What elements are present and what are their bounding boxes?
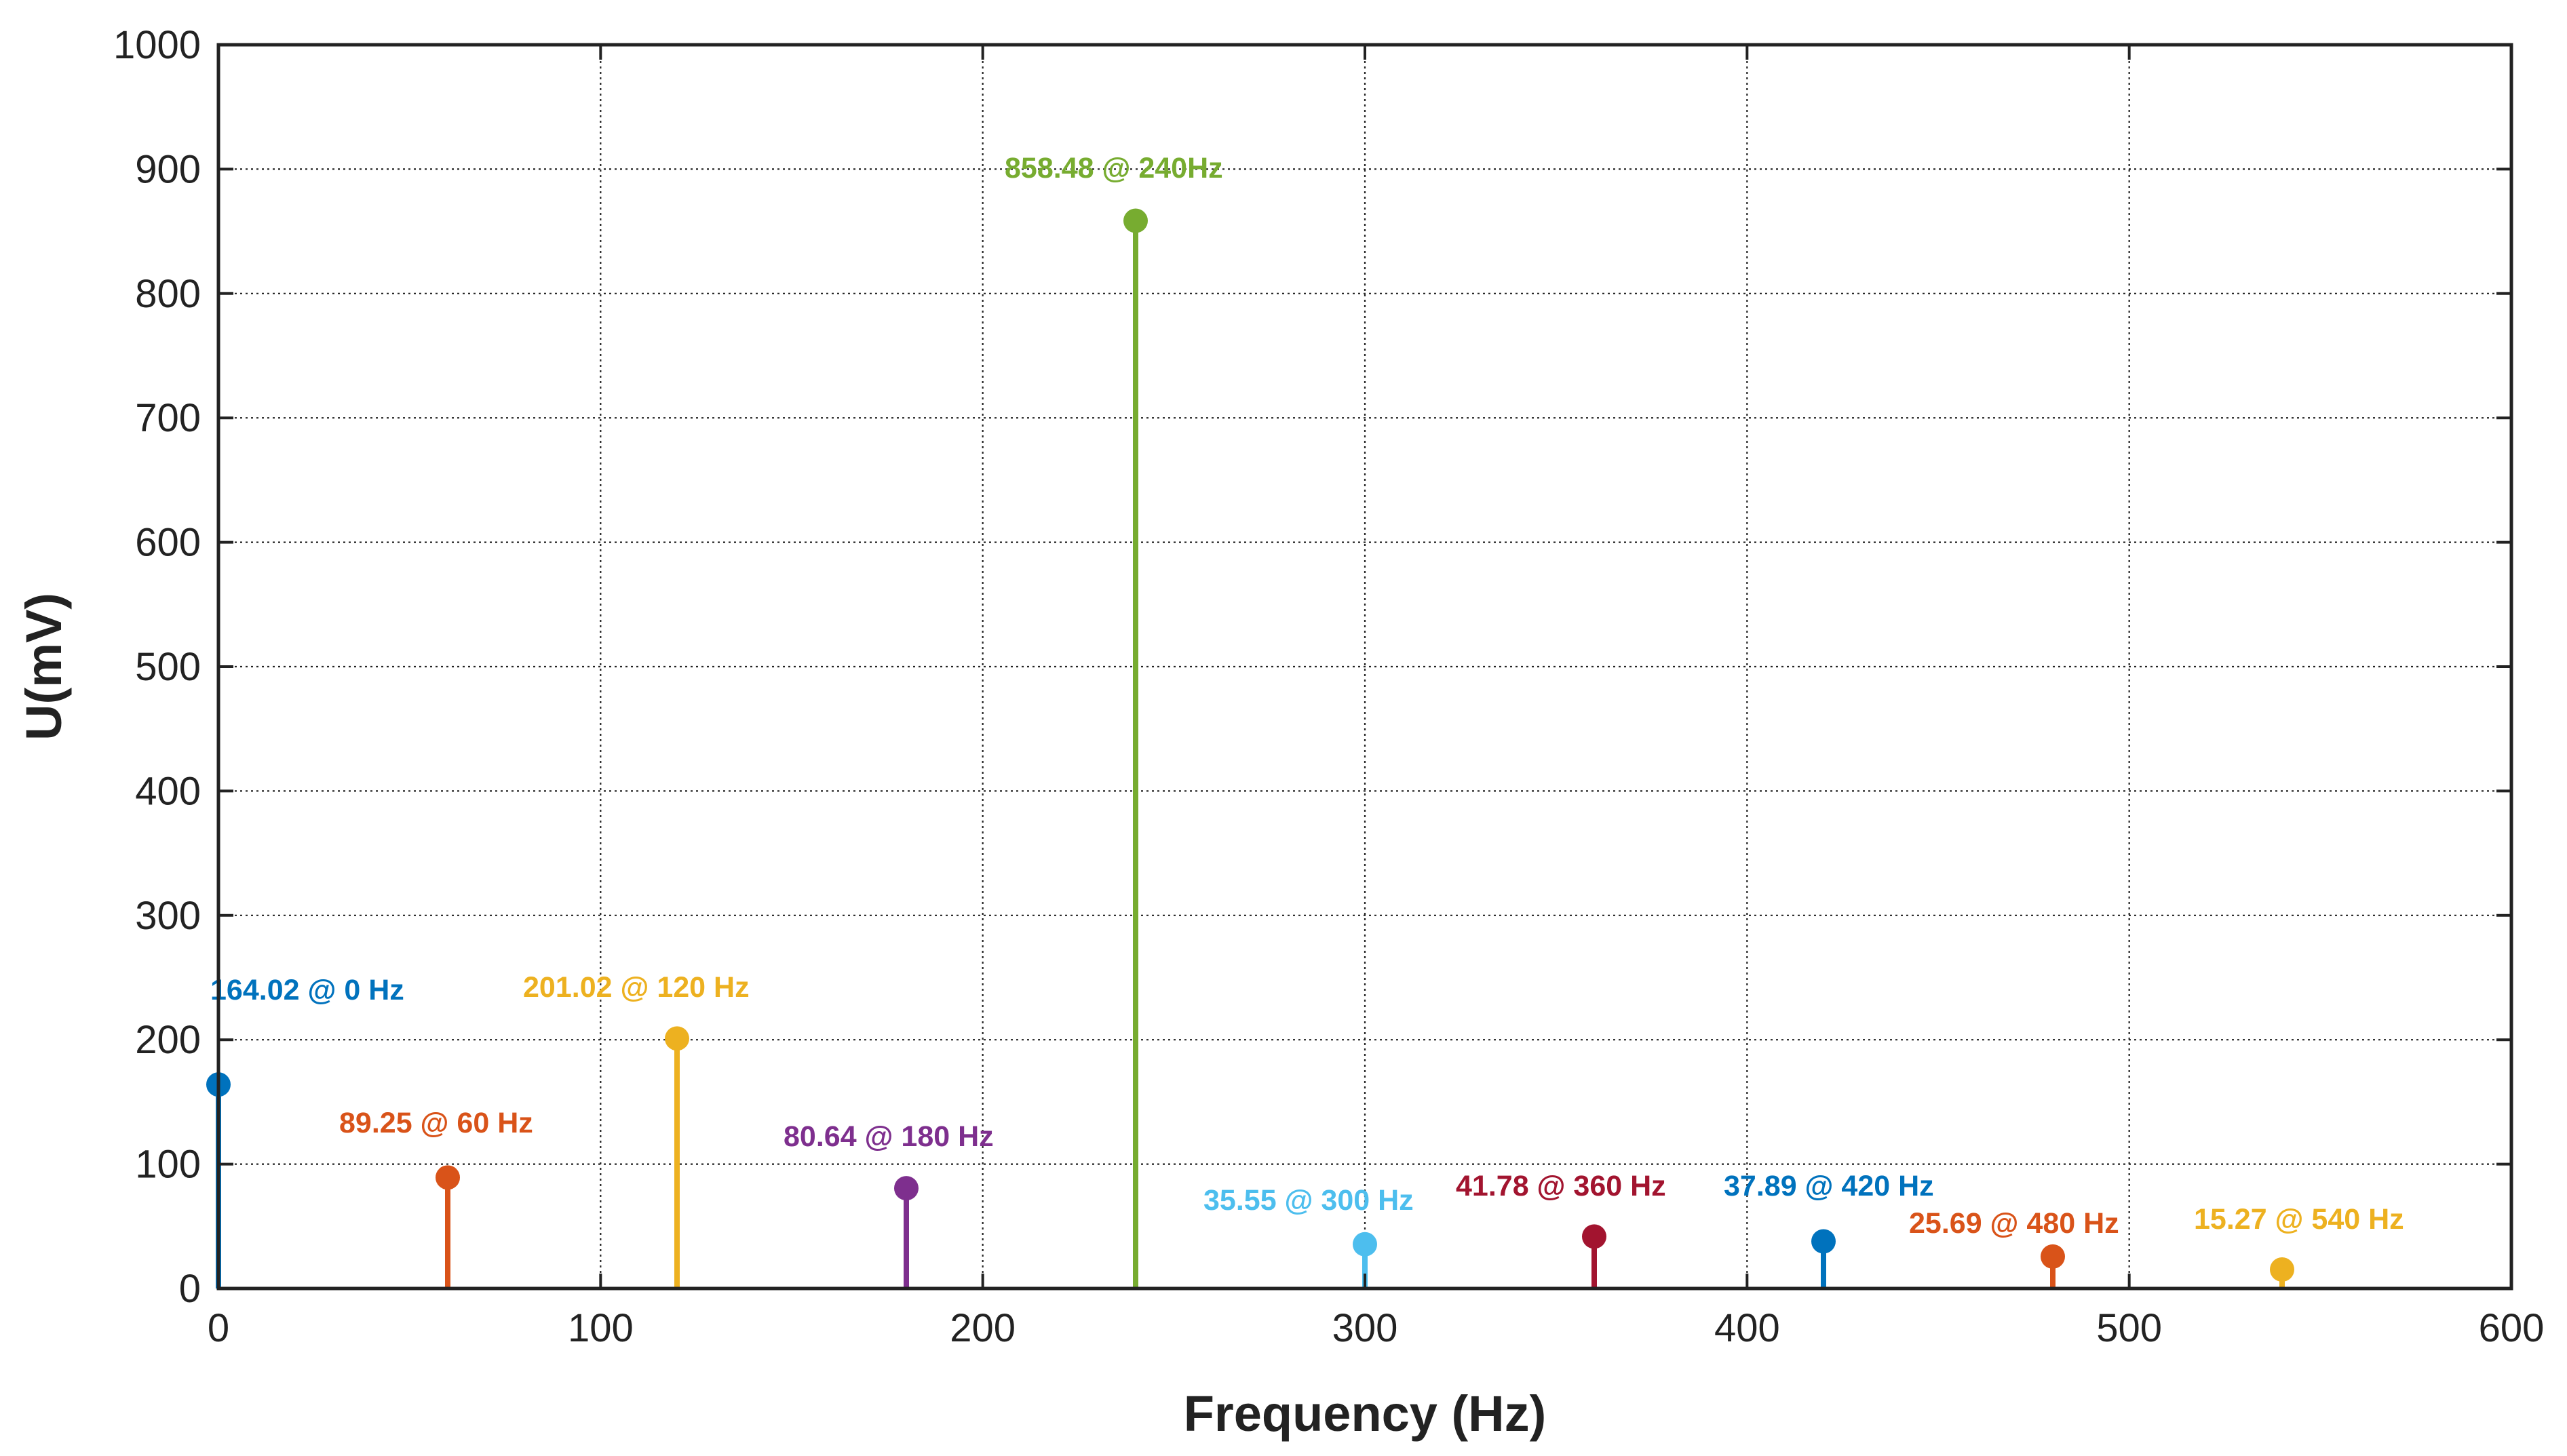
y-axis-title: U(mV) — [16, 593, 72, 741]
stem-marker — [2041, 1244, 2065, 1269]
y-tick-label: 200 — [135, 1018, 201, 1062]
stem-marker — [2270, 1257, 2294, 1282]
y-tick-label: 600 — [135, 521, 201, 565]
y-tick-label: 900 — [135, 147, 201, 191]
data-label: 858.48 @ 240Hz — [1005, 152, 1223, 184]
x-tick-labels: 0 100 200 300 400 500 600 — [208, 45, 2545, 1350]
data-label: 201.02 @ 120 Hz — [523, 971, 750, 1004]
y-tick-label: 700 — [135, 396, 201, 440]
x-tick-label: 100 — [568, 1306, 634, 1350]
data-label: 25.69 @ 480 Hz — [1909, 1207, 2119, 1240]
y-tick-label: 400 — [135, 769, 201, 813]
stem-marker — [1582, 1224, 1606, 1249]
y-tick-label: 100 — [135, 1143, 201, 1187]
data-label: 80.64 @ 180 Hz — [784, 1120, 994, 1153]
y-tick-label: 500 — [135, 645, 201, 689]
x-axis-title: Frequency (Hz) — [1184, 1385, 1547, 1442]
x-tick-label: 400 — [1714, 1306, 1780, 1350]
stem-marker — [1123, 208, 1148, 233]
data-labels: 164.02 @ 0 Hz 89.25 @ 60 Hz 201.02 @ 120 H… — [210, 152, 2404, 1240]
y-tick-label: 800 — [135, 272, 201, 316]
y-tick-labels: 0 100 200 300 400 500 600 700 800 900 1000 — [113, 23, 2511, 1311]
stem-marker — [1353, 1232, 1377, 1257]
stem-marker — [665, 1026, 689, 1051]
x-tick-label: 600 — [2479, 1306, 2545, 1350]
data-label: 35.55 @ 300 Hz — [1203, 1184, 1414, 1217]
data-label: 15.27 @ 540 Hz — [2194, 1203, 2404, 1236]
data-label: 41.78 @ 360 Hz — [1456, 1170, 1666, 1202]
y-tick-label: 300 — [135, 894, 201, 938]
stem-marker — [1811, 1229, 1836, 1254]
x-tick-label: 500 — [2096, 1306, 2162, 1350]
grid — [218, 45, 2511, 1288]
x-tick-label: 0 — [208, 1306, 229, 1350]
data-label: 164.02 @ 0 Hz — [210, 974, 404, 1006]
stem-marker — [436, 1165, 460, 1190]
data-label: 89.25 @ 60 Hz — [339, 1107, 533, 1139]
y-tick-label: 0 — [179, 1267, 201, 1311]
y-tick-label: 1000 — [113, 23, 201, 67]
stem-marker — [894, 1176, 919, 1201]
data-label: 37.89 @ 420 Hz — [1724, 1170, 1934, 1202]
x-tick-label: 300 — [1332, 1306, 1398, 1350]
x-tick-label: 200 — [950, 1306, 1016, 1350]
